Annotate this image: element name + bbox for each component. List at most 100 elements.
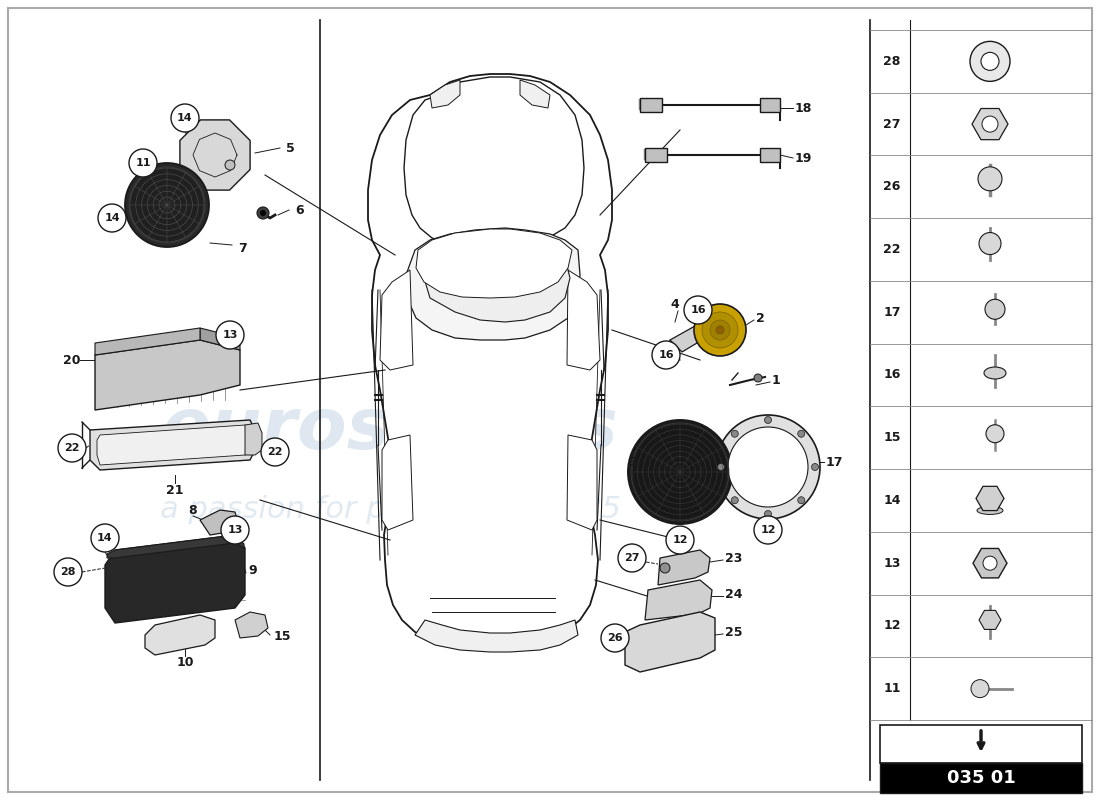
Polygon shape bbox=[368, 74, 612, 649]
Text: 27: 27 bbox=[883, 118, 901, 130]
Bar bbox=[880, 763, 1082, 793]
Text: 22: 22 bbox=[64, 443, 79, 453]
Circle shape bbox=[257, 207, 270, 219]
Circle shape bbox=[754, 516, 782, 544]
Polygon shape bbox=[107, 535, 244, 558]
Text: 17: 17 bbox=[883, 306, 901, 318]
Polygon shape bbox=[520, 80, 550, 108]
Text: 11: 11 bbox=[883, 682, 901, 695]
Polygon shape bbox=[974, 549, 1006, 578]
Circle shape bbox=[981, 52, 999, 70]
Text: 2: 2 bbox=[756, 311, 764, 325]
Text: 8: 8 bbox=[189, 503, 197, 517]
Text: 16: 16 bbox=[690, 305, 706, 315]
Text: 16: 16 bbox=[883, 369, 901, 382]
Text: a passion for parts since 1985: a passion for parts since 1985 bbox=[160, 495, 620, 525]
Circle shape bbox=[58, 434, 86, 462]
Text: 035 01: 035 01 bbox=[947, 769, 1015, 787]
Polygon shape bbox=[90, 420, 255, 470]
Text: 5: 5 bbox=[286, 142, 295, 154]
Text: 28: 28 bbox=[883, 55, 901, 68]
Text: 13: 13 bbox=[883, 557, 901, 570]
Ellipse shape bbox=[984, 367, 1006, 379]
Circle shape bbox=[221, 516, 249, 544]
Polygon shape bbox=[245, 423, 262, 455]
Polygon shape bbox=[625, 612, 715, 672]
Circle shape bbox=[812, 463, 818, 470]
Text: 9: 9 bbox=[248, 563, 256, 577]
Circle shape bbox=[660, 563, 670, 573]
Bar bbox=[880, 725, 1082, 763]
Circle shape bbox=[601, 624, 629, 652]
Circle shape bbox=[986, 425, 1004, 442]
Polygon shape bbox=[566, 270, 600, 370]
Text: 16: 16 bbox=[658, 350, 674, 360]
Polygon shape bbox=[972, 109, 1008, 140]
Polygon shape bbox=[404, 77, 584, 248]
Circle shape bbox=[798, 497, 805, 504]
Text: 14: 14 bbox=[97, 533, 113, 543]
Circle shape bbox=[702, 312, 738, 348]
Bar bbox=[645, 148, 667, 162]
Circle shape bbox=[982, 116, 998, 132]
Polygon shape bbox=[406, 228, 580, 340]
Text: 24: 24 bbox=[725, 587, 742, 601]
Polygon shape bbox=[430, 80, 460, 108]
Bar bbox=[640, 98, 662, 112]
Text: 15: 15 bbox=[274, 630, 292, 643]
Polygon shape bbox=[979, 610, 1001, 630]
Circle shape bbox=[798, 430, 805, 438]
Text: 14: 14 bbox=[104, 213, 120, 223]
Circle shape bbox=[54, 558, 82, 586]
Text: 14: 14 bbox=[177, 113, 192, 123]
Text: 3: 3 bbox=[629, 455, 638, 469]
Text: 27: 27 bbox=[625, 553, 640, 563]
Polygon shape bbox=[658, 550, 710, 585]
Circle shape bbox=[260, 210, 266, 216]
Text: 26: 26 bbox=[883, 180, 901, 194]
Polygon shape bbox=[104, 535, 245, 623]
Text: 22: 22 bbox=[883, 243, 901, 256]
Polygon shape bbox=[145, 615, 214, 655]
Circle shape bbox=[694, 304, 746, 356]
Circle shape bbox=[618, 544, 646, 572]
Text: 13: 13 bbox=[228, 525, 243, 535]
Circle shape bbox=[764, 510, 771, 518]
Circle shape bbox=[261, 438, 289, 466]
Text: 18: 18 bbox=[795, 102, 813, 114]
Circle shape bbox=[971, 680, 989, 698]
Polygon shape bbox=[976, 486, 1004, 510]
Circle shape bbox=[125, 163, 209, 247]
Text: 11: 11 bbox=[135, 158, 151, 168]
Circle shape bbox=[216, 321, 244, 349]
Circle shape bbox=[764, 417, 771, 423]
Circle shape bbox=[716, 415, 820, 519]
Circle shape bbox=[754, 374, 762, 382]
Text: 28: 28 bbox=[60, 567, 76, 577]
Text: 12: 12 bbox=[672, 535, 688, 545]
Text: 6: 6 bbox=[295, 203, 304, 217]
Text: 23: 23 bbox=[725, 551, 742, 565]
Polygon shape bbox=[379, 270, 412, 370]
Text: 10: 10 bbox=[176, 655, 194, 669]
Polygon shape bbox=[566, 435, 597, 530]
Circle shape bbox=[717, 463, 725, 470]
Text: 26: 26 bbox=[607, 633, 623, 643]
Circle shape bbox=[666, 526, 694, 554]
Circle shape bbox=[631, 423, 729, 521]
Polygon shape bbox=[95, 328, 200, 355]
Circle shape bbox=[91, 524, 119, 552]
Circle shape bbox=[684, 296, 712, 324]
Ellipse shape bbox=[977, 506, 1003, 514]
Text: 25: 25 bbox=[725, 626, 742, 638]
Text: 15: 15 bbox=[883, 431, 901, 444]
Circle shape bbox=[728, 427, 808, 507]
Polygon shape bbox=[180, 120, 250, 190]
Polygon shape bbox=[424, 242, 570, 322]
Text: 4: 4 bbox=[671, 298, 680, 311]
Text: 21: 21 bbox=[166, 483, 184, 497]
Text: 13: 13 bbox=[222, 330, 238, 340]
Text: 22: 22 bbox=[267, 447, 283, 457]
Polygon shape bbox=[95, 340, 240, 410]
Text: 20: 20 bbox=[64, 354, 80, 366]
